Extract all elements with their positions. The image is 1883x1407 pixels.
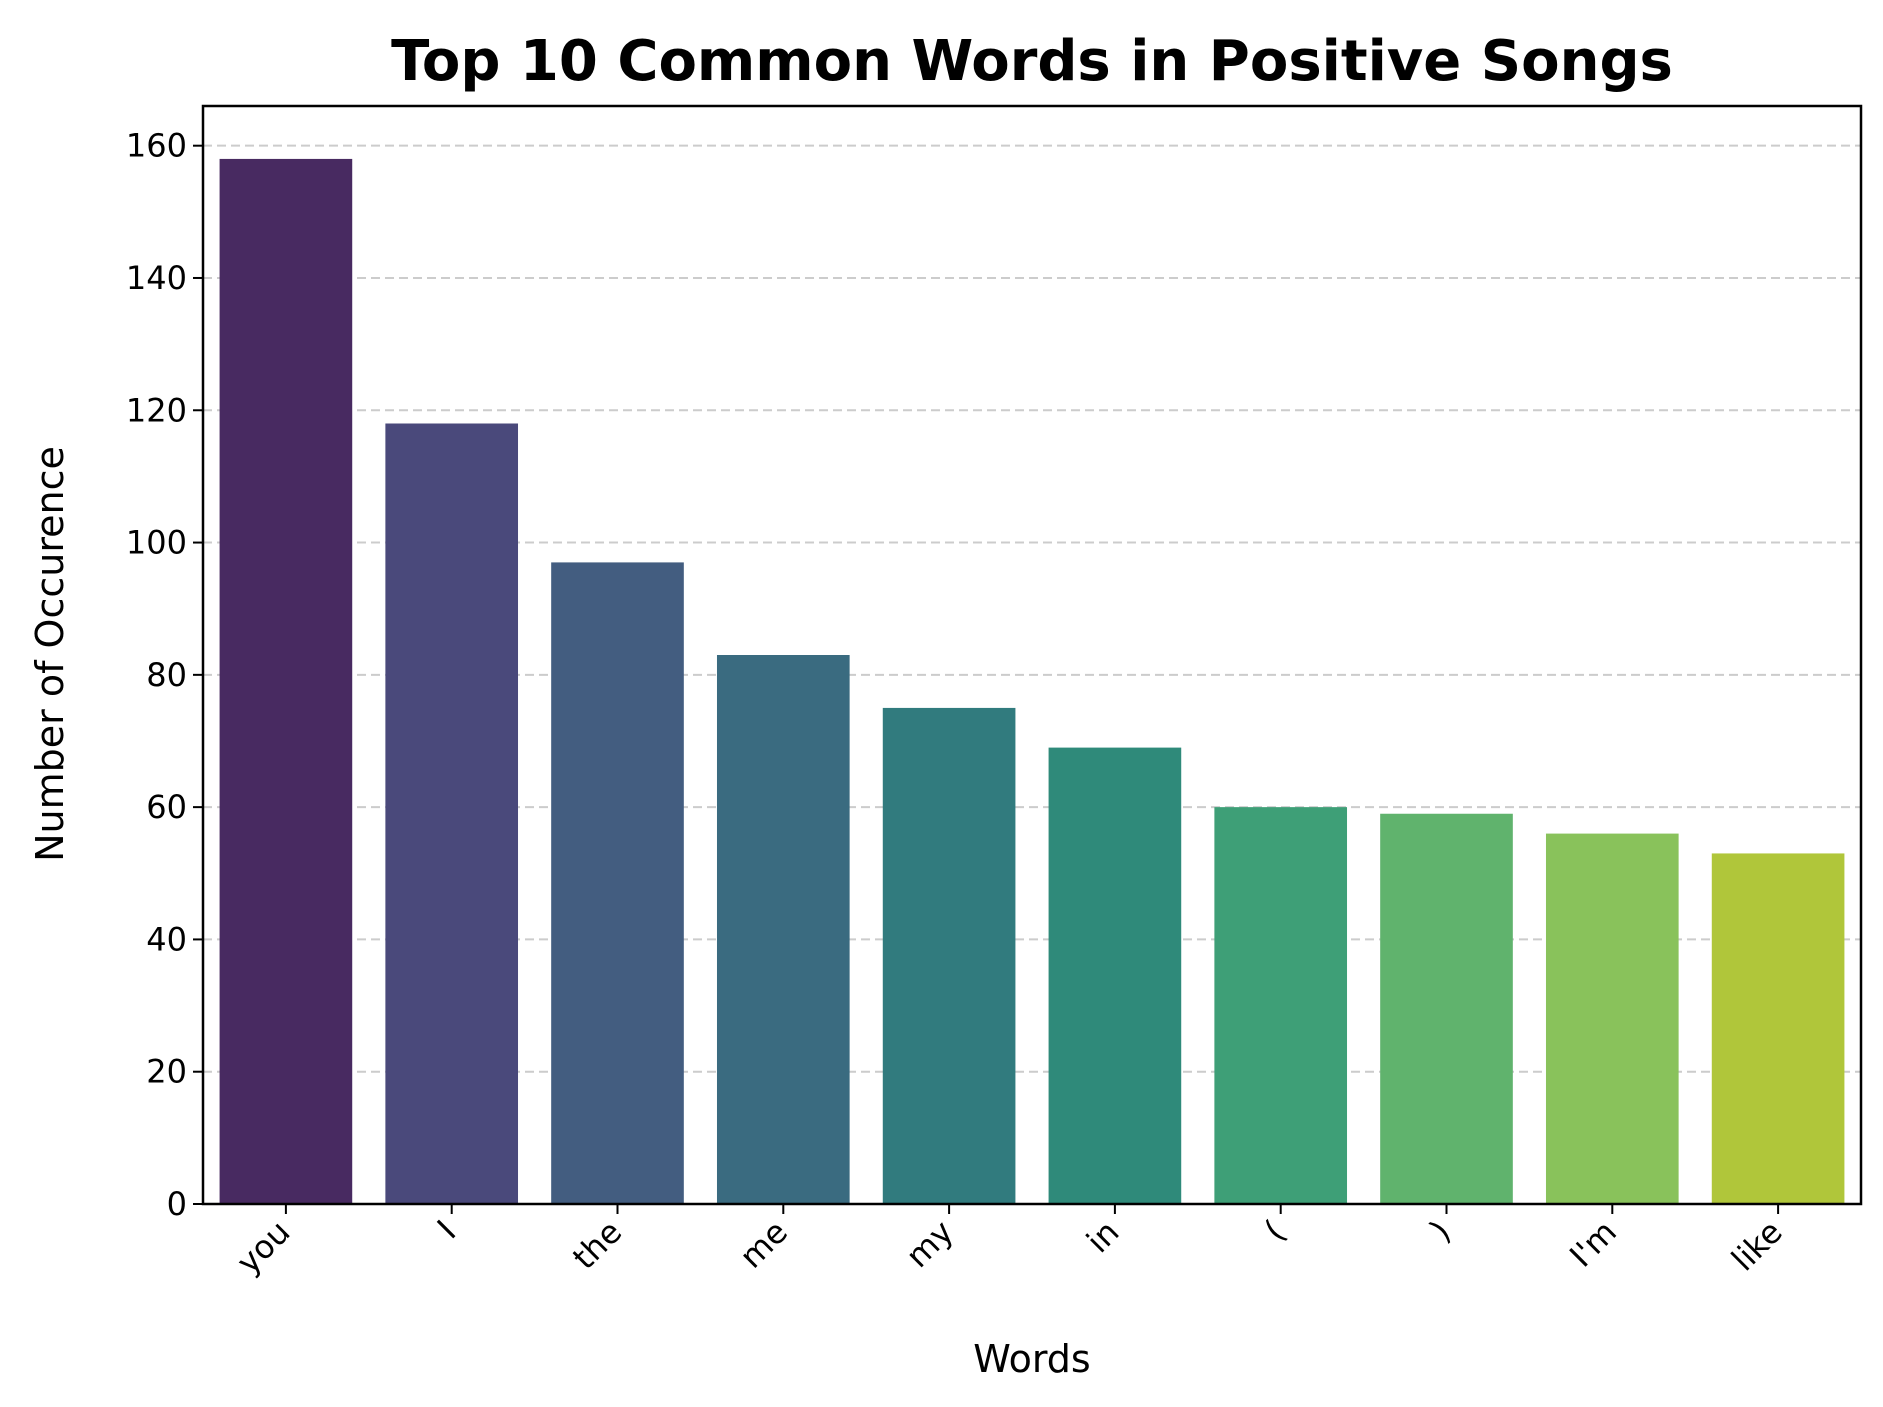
x-axis-title: Words xyxy=(973,1337,1090,1381)
bar-1 xyxy=(219,158,353,1205)
y-tick-label: 20 xyxy=(146,1053,187,1091)
y-tick-label: 40 xyxy=(146,920,187,958)
bar-6 xyxy=(1048,747,1182,1204)
bar-4 xyxy=(716,655,850,1204)
y-gridlines xyxy=(203,144,1861,1073)
y-tick-label: 60 xyxy=(146,788,187,826)
bar-9 xyxy=(1545,833,1679,1204)
chart-title: Top 10 Common Words in Positive Songs xyxy=(391,29,1673,94)
y-tick-label: 0 xyxy=(167,1185,187,1223)
y-tick-label: 160 xyxy=(126,127,187,165)
bar-5 xyxy=(882,707,1016,1204)
y-tick-label: 100 xyxy=(126,524,187,562)
bar-10 xyxy=(1711,853,1845,1204)
bar-3 xyxy=(551,562,684,1204)
bars xyxy=(219,158,1845,1205)
bar-2 xyxy=(385,423,519,1204)
y-tick-label: 140 xyxy=(126,259,187,297)
y-tick-label: 80 xyxy=(146,656,187,694)
y-axis: 0 20 40 60 80 100 120 140 160 xyxy=(126,127,203,1223)
bar-7 xyxy=(1214,807,1348,1204)
y-axis-title: Number of Occurence xyxy=(28,446,72,862)
plot-frame xyxy=(201,104,1863,1206)
y-tick-label: 120 xyxy=(126,391,187,429)
bar-8 xyxy=(1380,813,1513,1204)
